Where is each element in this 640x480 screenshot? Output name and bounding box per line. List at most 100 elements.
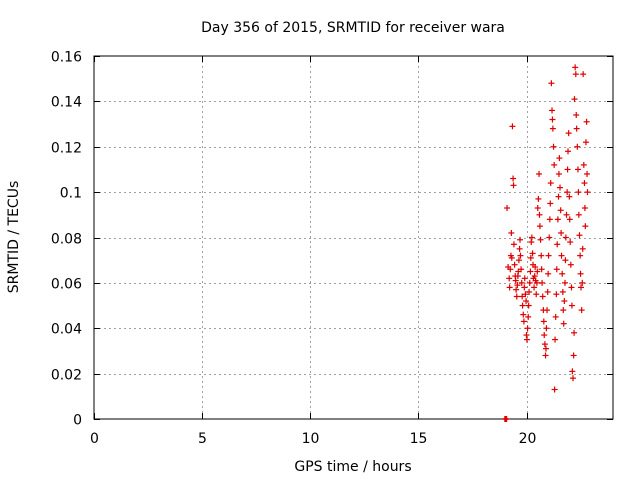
data-point [550, 143, 557, 150]
data-point [560, 307, 567, 314]
data-point [559, 288, 566, 295]
y-tick-label: 0.08 [51, 232, 82, 248]
data-point [546, 234, 553, 241]
data-point [520, 318, 527, 325]
data-point [506, 284, 513, 291]
data-point [561, 279, 568, 286]
data-point [549, 116, 556, 123]
data-point [528, 239, 535, 246]
x-tick-label: 20 [519, 431, 537, 447]
data-point [567, 261, 574, 268]
data-point [564, 166, 571, 173]
data-point [579, 279, 586, 286]
data-point [568, 302, 575, 309]
data-point [566, 193, 573, 200]
data-point [522, 291, 529, 298]
data-point [545, 252, 552, 259]
data-point [510, 241, 517, 248]
data-point [544, 307, 551, 314]
y-tick-label: 0.16 [51, 50, 82, 66]
data-point [582, 223, 589, 230]
data-point [515, 257, 522, 264]
data-point [548, 80, 555, 87]
data-point [519, 293, 526, 300]
x-tick-label: 15 [410, 431, 428, 447]
data-point [551, 386, 558, 393]
data-point [556, 155, 563, 162]
data-point [558, 252, 565, 259]
y-tick-label: 0.12 [51, 141, 82, 157]
data-point [513, 286, 520, 293]
data-point [581, 180, 588, 187]
data-point [564, 189, 571, 196]
data-point [569, 375, 576, 382]
data-point [536, 223, 543, 230]
data-point [528, 234, 535, 241]
data-point [506, 275, 513, 282]
data-point [573, 125, 580, 132]
data-point [521, 284, 528, 291]
data-point [554, 241, 561, 248]
data-point [523, 336, 530, 343]
y-tick-label: 0.02 [51, 368, 82, 384]
data-point [572, 71, 579, 78]
y-tick-label: 0 [73, 413, 82, 429]
data-point [582, 139, 589, 146]
data-point [514, 282, 521, 289]
data-point [574, 166, 581, 173]
data-point [542, 345, 549, 352]
data-point [529, 250, 536, 257]
data-point [535, 195, 542, 202]
data-point [572, 64, 579, 71]
data-point [545, 270, 552, 277]
data-point [577, 252, 584, 259]
data-point [561, 298, 568, 305]
data-point [575, 211, 582, 218]
data-point [540, 318, 547, 325]
grid-lines [94, 56, 613, 419]
y-tick-label: 0.06 [51, 277, 82, 293]
data-point [510, 182, 517, 189]
data-point [525, 313, 532, 320]
data-point [516, 245, 523, 252]
data-point [547, 180, 554, 187]
data-point [552, 336, 559, 343]
data-points [501, 64, 591, 422]
data-point [555, 170, 562, 177]
data-point [527, 268, 534, 275]
data-point [571, 96, 578, 103]
data-point [558, 229, 565, 236]
data-point [573, 111, 580, 118]
data-point [568, 284, 575, 291]
data-point [559, 270, 566, 277]
data-point [534, 268, 541, 275]
data-point [567, 239, 574, 246]
data-point [584, 189, 591, 196]
data-point [518, 279, 525, 286]
data-point [546, 216, 553, 223]
data-point [566, 216, 573, 223]
data-point [565, 130, 572, 137]
data-point [554, 216, 561, 223]
data-point [531, 284, 538, 291]
data-point [536, 170, 543, 177]
axis-ticks: 0 0.02 0.04 0.06 0.08 0.1 0.12 0.14 0.16 0 5 10 15 20 [51, 50, 613, 447]
data-point [544, 288, 551, 295]
data-point [510, 175, 517, 182]
x-tick-label: 5 [198, 431, 207, 447]
data-point [557, 184, 564, 191]
data-point [552, 313, 559, 320]
data-point [518, 266, 525, 273]
data-point [555, 193, 562, 200]
data-point [577, 270, 584, 277]
data-point [565, 148, 572, 155]
data-point [547, 200, 554, 207]
data-point [508, 254, 515, 261]
data-point [584, 170, 591, 177]
y-tick-label: 0.04 [51, 322, 82, 338]
y-tick-label: 0.14 [51, 95, 82, 111]
chart-title: Day 356 of 2015, SRMTID for receiver war… [201, 20, 505, 36]
data-point [526, 279, 533, 286]
data-point [562, 234, 569, 241]
